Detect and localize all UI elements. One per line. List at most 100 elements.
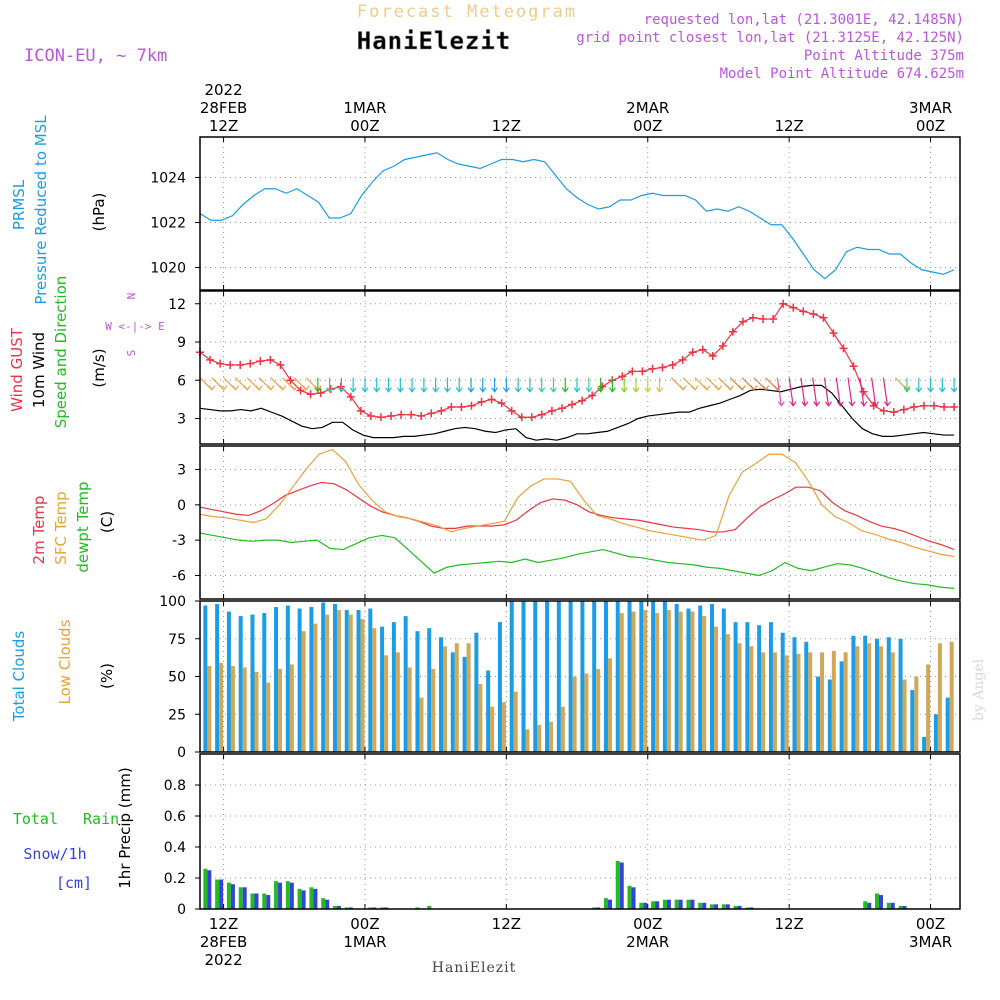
clouds-bar-total-clouds	[922, 736, 927, 752]
y-tick-label: 1020	[150, 261, 186, 277]
wind-line-10m-wind	[199, 384, 955, 441]
y-tick-label: 50	[168, 670, 186, 686]
gust-marker	[387, 411, 396, 420]
precip-bar-snow-1h	[336, 905, 341, 909]
precip-bar-snow-1h	[607, 899, 612, 909]
clouds-bar-total-clouds	[474, 632, 479, 752]
y-tick-label: 0.6	[164, 809, 186, 825]
clouds-bar-low-clouds	[666, 610, 671, 752]
model-label: ICON-EU, ~ 7km	[24, 46, 167, 66]
wind-arrowhead	[561, 387, 569, 393]
wind-arrowhead	[860, 401, 868, 407]
gust-marker	[618, 372, 627, 381]
clouds-bar-total-clouds	[874, 638, 879, 752]
temperature-line-dewpt-temp	[199, 532, 955, 590]
temperature-line-2m-temp	[199, 481, 955, 551]
gust-marker	[839, 344, 848, 353]
wind-direction-arrow	[823, 377, 830, 406]
wind-arrowhead	[243, 385, 251, 391]
gust-marker	[919, 401, 928, 410]
clouds-bar-total-clouds	[356, 610, 361, 752]
watermark: by Angel	[971, 658, 987, 721]
gust-marker	[226, 360, 235, 369]
top-time-label: 00Z	[350, 117, 379, 135]
y-tick-label: 3	[177, 463, 186, 479]
wind-arrowhead	[762, 385, 770, 391]
clouds-bar-low-clouds	[949, 641, 954, 752]
precip-bar-total-rain	[698, 902, 703, 909]
precip-bar-snow-1h	[325, 899, 330, 909]
wind-arrowhead	[715, 385, 723, 391]
clouds-bar-total-clouds	[603, 601, 608, 752]
wind-arrowhead	[220, 385, 228, 391]
wind-arrowhead	[774, 385, 782, 391]
clouds-bar-total-clouds	[521, 601, 526, 752]
precip-bar-total-rain	[651, 901, 656, 909]
wind-arrowhead	[644, 387, 652, 393]
wind-arrowhead	[632, 387, 640, 393]
wind-arrowhead	[432, 387, 440, 393]
gust-marker	[708, 352, 717, 361]
clouds-bar-low-clouds	[643, 610, 648, 752]
top-time-label: 2022	[204, 81, 242, 99]
bottom-time-label: 1MAR	[343, 933, 386, 951]
gust-marker	[527, 413, 536, 422]
wind-direction-arrow	[835, 377, 841, 406]
footer-station: HaniElezit	[432, 960, 517, 976]
precip-bar-snow-1h	[725, 904, 730, 909]
precip-bar-total-rain	[415, 907, 420, 909]
clouds-bar-low-clouds	[384, 655, 389, 752]
gust-marker	[899, 405, 908, 414]
wind-direction-arrow	[871, 377, 877, 406]
clouds-bar-total-clouds	[733, 622, 738, 752]
compass-s: S	[125, 350, 138, 357]
point-altitude: Point Altitude 375m	[804, 48, 964, 64]
clouds-bar-low-clouds	[254, 671, 259, 752]
wind-arrowhead	[326, 387, 334, 393]
clouds-bar-total-clouds	[768, 622, 773, 752]
clouds-bar-total-clouds	[910, 690, 915, 752]
clouds-bar-low-clouds	[242, 667, 247, 752]
precip-bar-total-rain	[321, 898, 326, 909]
label-10m-wind: 10m Wind	[30, 332, 48, 408]
wind-arrowhead	[455, 387, 463, 393]
gust-marker	[749, 313, 758, 322]
wind-arrowhead	[550, 387, 557, 393]
gust-marker	[206, 355, 215, 364]
clouds-bar-total-clouds	[486, 670, 491, 752]
precip-bar-snow-1h	[690, 899, 695, 909]
clouds-bar-total-clouds	[450, 652, 455, 752]
clouds-bar-low-clouds	[772, 652, 777, 752]
clouds-bar-total-clouds	[710, 604, 715, 752]
precip-bar-total-rain	[898, 905, 903, 909]
wind-arrowhead	[291, 385, 298, 391]
gust-marker	[568, 400, 577, 409]
clouds-bar-low-clouds	[596, 668, 601, 752]
precip-bar-snow-1h	[372, 907, 377, 909]
gust-marker	[578, 396, 587, 405]
clouds-bar-total-clouds	[863, 635, 868, 752]
gust-marker	[276, 360, 285, 369]
clouds-bar-total-clouds	[309, 607, 314, 752]
precip-bar-snow-1h	[666, 899, 671, 909]
model-altitude: Model Point Altitude 674.625m	[720, 66, 964, 82]
clouds-bar-total-clouds	[827, 679, 832, 752]
clouds-bar-low-clouds	[572, 676, 577, 752]
wind-arrowhead	[777, 401, 785, 407]
gust-marker	[940, 403, 949, 412]
clouds-bar-total-clouds	[639, 601, 644, 752]
clouds-bar-total-clouds	[533, 601, 538, 752]
clouds-bar-low-clouds	[454, 643, 459, 752]
wind-arrowhead	[801, 401, 809, 407]
gust-marker	[246, 359, 255, 368]
y-tick-label: 0	[177, 745, 186, 761]
label-wind-gust: Wind GUST	[8, 327, 26, 412]
clouds-bar-total-clouds	[215, 604, 220, 752]
wind-arrowhead	[883, 401, 891, 407]
precip-bar-total-rain	[344, 907, 349, 909]
gust-marker	[809, 309, 818, 318]
clouds-bar-total-clouds	[368, 608, 373, 752]
precip-bar-snow-1h	[384, 907, 389, 909]
y-tick-label: 3	[177, 412, 186, 428]
gust-marker	[718, 341, 727, 350]
